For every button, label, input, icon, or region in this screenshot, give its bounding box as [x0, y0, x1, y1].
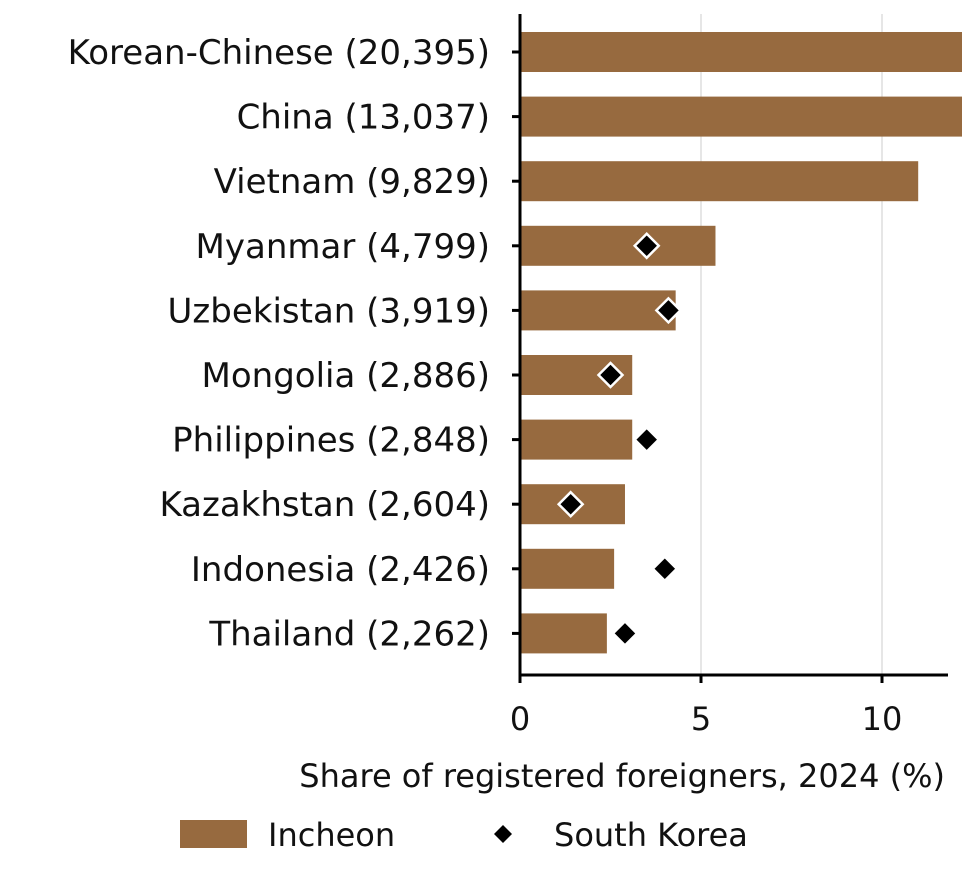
category-label: Philippines (2,848) — [172, 421, 490, 461]
x-tick-label: 5 — [691, 700, 711, 738]
incheon-bar — [520, 96, 962, 137]
south-korea-markers — [556, 232, 683, 648]
category-label: China (13,037) — [237, 98, 490, 138]
bars — [520, 32, 962, 654]
incheon-bar — [520, 419, 633, 460]
legend-incheon-swatch — [180, 820, 247, 848]
legend: Incheon South Korea — [180, 816, 748, 854]
category-label: Mongolia (2,886) — [202, 356, 490, 396]
incheon-bar — [520, 548, 615, 589]
incheon-bar — [520, 225, 716, 266]
legend-incheon-label: Incheon — [268, 816, 395, 854]
x-tick-labels: 05101520 — [510, 700, 903, 738]
incheon-bar — [520, 32, 962, 72]
x-axis-title: Share of registered foreigners, 2024 (%) — [299, 757, 945, 795]
south-korea-marker — [596, 361, 625, 389]
category-label: Myanmar (4,799) — [196, 227, 490, 267]
incheon-bar — [520, 290, 676, 331]
category-label: Thailand (2,262) — [208, 614, 490, 654]
category-label: Indonesia (2,426) — [191, 550, 490, 590]
south-korea-marker — [632, 232, 661, 260]
south-korea-marker — [632, 425, 661, 454]
south-korea-marker — [654, 296, 683, 325]
incheon-bar — [520, 613, 607, 654]
category-labels: Korean-Chinese (20,395) China (13,037) Vie… — [68, 33, 490, 654]
south-korea-marker — [556, 490, 585, 518]
south-korea-marker — [651, 555, 679, 583]
legend-south-korea-label: South Korea — [554, 816, 748, 854]
category-label: Korean-Chinese (20,395) — [68, 33, 490, 73]
axes — [512, 14, 948, 683]
x-tick-label: 0 — [510, 700, 530, 738]
incheon-bar — [520, 161, 919, 202]
category-label: Vietnam (9,829) — [214, 162, 490, 202]
category-label: Uzbekistan (3,919) — [168, 291, 490, 331]
x-tick-label: 10 — [862, 700, 903, 738]
legend-south-korea-diamond-icon — [494, 825, 512, 843]
south-korea-marker — [611, 619, 639, 648]
category-label: Kazakhstan (2,604) — [159, 485, 490, 525]
